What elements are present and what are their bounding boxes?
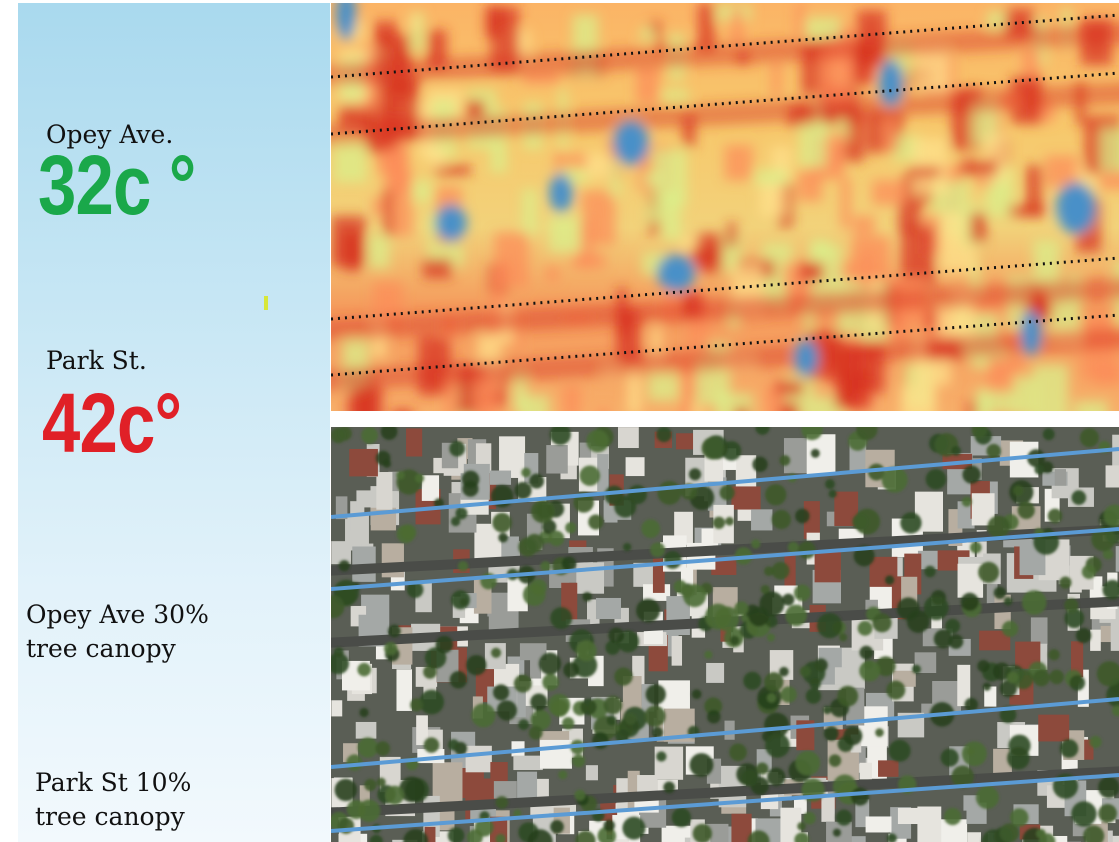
left-info-panel: Opey Ave. 32c ° Park St. 42c° Opey Ave 3… [18, 3, 330, 842]
aerial-satellite-photo [331, 427, 1119, 842]
park-st-canopy-line2: tree canopy [35, 802, 185, 831]
opey-ave-temperature: 32c ° [38, 138, 196, 232]
thermal-heat-map [331, 3, 1119, 411]
park-st-canopy-text: Park St 10% tree canopy [35, 766, 191, 834]
opey-ave-canopy-text: Opey Ave 30% tree canopy [26, 598, 209, 666]
opey-ave-canopy-line1: Opey Ave 30% [26, 600, 209, 629]
opey-ave-canopy-line2: tree canopy [26, 634, 176, 663]
opey-ave-label: Opey Ave. [46, 120, 174, 149]
park-st-label: Park St. [46, 346, 147, 375]
park-st-temperature: 42c° [42, 376, 182, 470]
yellow-marker [264, 296, 268, 310]
park-st-canopy-line1: Park St 10% [35, 768, 192, 797]
image-divider [331, 411, 1119, 427]
